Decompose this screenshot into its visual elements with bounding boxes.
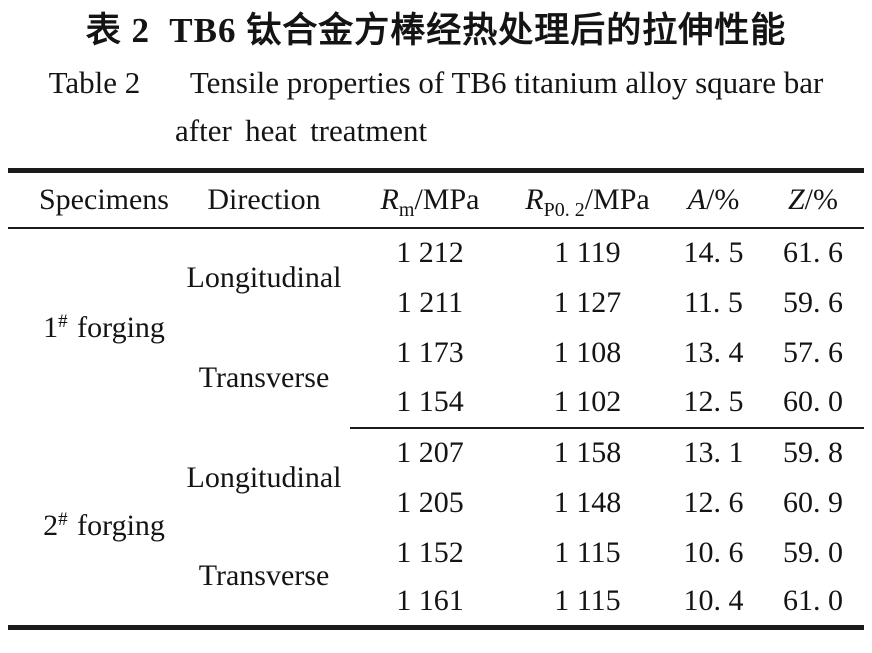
direction-cell: Longitudinal: [186, 261, 342, 294]
hash-marker: #: [58, 508, 68, 530]
z-unit: /%: [804, 182, 838, 216]
table-row: 1# forging Longitudinal 1 212 1 119 14. 5…: [8, 228, 864, 344]
a-value: 11. 5: [684, 285, 743, 319]
table-caption-chinese: 表 2 TB6 钛合金方棒经热处理后的拉伸性能: [0, 8, 872, 54]
rm-value: 1 161: [396, 584, 464, 618]
specimen-cell: 1# forging: [8, 228, 178, 428]
a-value: 10. 6: [683, 535, 744, 569]
a-value: 13. 4: [683, 335, 744, 369]
table-row: 1 205 1 148 12. 6 60. 9: [8, 478, 864, 528]
rp02-value: 1 115: [554, 584, 621, 618]
z-value: 60. 0: [762, 377, 864, 429]
table-row: 2# forging Longitudinal 1 207 1 158 13. 1…: [8, 428, 864, 542]
table-caption-english-line2: after heat treatment: [175, 113, 428, 148]
specimen-number: 1: [43, 311, 59, 344]
tensile-properties-table: Specimens Direction Rm/MPa RP0. 2/MPa A/…: [8, 168, 864, 630]
table-row: Transverse 1 152 1 115 10. 6 59. 0: [8, 528, 864, 593]
z-value: 59. 8: [783, 436, 843, 469]
rm-value: 1 211: [396, 285, 464, 319]
rp02-value: 1 119: [554, 236, 621, 269]
rm-value: 1 212: [396, 236, 464, 269]
table-caption-english-line1: Table 2 Tensile properties of TB6 titaniu…: [0, 60, 872, 106]
rp02-value: 1 158: [553, 436, 622, 469]
header-reduction: Z/%: [762, 170, 864, 229]
table-number-cn: 表 2: [85, 11, 151, 50]
z-value: 59. 6: [783, 285, 843, 319]
z-value: 61. 0: [783, 584, 843, 618]
table-row: 1 161 1 115 10. 4 61. 0: [8, 578, 864, 628]
table-row: 1 154 1 102 12. 5 60. 0: [8, 377, 864, 429]
a-value: 12. 6: [683, 485, 744, 519]
specimen-cell: 2# forging: [8, 428, 178, 628]
a-value: 10. 4: [683, 584, 744, 618]
z-value: 60. 9: [783, 485, 843, 519]
table-row: Transverse 1 173 1 108 13. 4 57. 6: [8, 328, 864, 394]
rm-value: 1 173: [396, 335, 464, 369]
specimen-word: forging: [77, 311, 165, 344]
specimen-word: forging: [77, 509, 165, 543]
rm-unit: /MPa: [414, 182, 480, 216]
rp02-subscript: P0. 2: [543, 198, 585, 221]
z-value: 59. 0: [783, 535, 843, 569]
header-row: Specimens Direction Rm/MPa RP0. 2/MPa A/…: [8, 170, 864, 229]
table-row: 1 211 1 127 11. 5 59. 6: [8, 278, 864, 328]
rp02-value: 1 115: [554, 535, 621, 569]
rp02-value: 1 108: [553, 335, 622, 369]
header-rp02: RP0. 2/MPa: [510, 170, 665, 229]
table-title-en: Tensile properties of TB6 titanium alloy…: [189, 65, 824, 100]
rm-subscript: m: [398, 198, 415, 221]
rm-value: 1 205: [396, 485, 464, 519]
rp02-value: 1 127: [553, 285, 622, 319]
direction-cell: Longitudinal: [186, 460, 342, 494]
rm-value: 1 154: [350, 377, 510, 429]
header-elongation: A/%: [665, 170, 762, 229]
a-value: 12. 5: [665, 377, 762, 429]
z-value: 61. 6: [783, 236, 843, 269]
table-number-en: Table 2: [48, 65, 141, 100]
rp02-value: 1 102: [510, 377, 665, 429]
specimen-number: 2: [43, 509, 59, 543]
a-unit: /%: [706, 182, 740, 216]
hash-marker: #: [58, 310, 68, 332]
rp02-unit: /MPa: [584, 182, 650, 216]
rm-value: 1 152: [396, 535, 464, 569]
direction-cell: Transverse: [198, 559, 330, 593]
rm-symbol: R: [380, 182, 399, 216]
z-value: 57. 6: [783, 335, 843, 369]
table-title-cn: TB6 钛合金方棒经热处理后的拉伸性能: [169, 11, 787, 50]
header-direction: Direction: [178, 170, 350, 229]
direction-cell: Transverse: [198, 360, 330, 394]
rm-value: 1 207: [396, 436, 464, 469]
a-value: 13. 1: [683, 436, 744, 469]
rp02-value: 1 148: [553, 485, 622, 519]
z-symbol: Z: [787, 182, 805, 216]
rp02-symbol: R: [525, 182, 544, 216]
a-value: 14. 5: [683, 236, 744, 269]
header-rm: Rm/MPa: [350, 170, 510, 229]
header-specimens: Specimens: [8, 170, 178, 229]
a-symbol: A: [687, 182, 706, 216]
